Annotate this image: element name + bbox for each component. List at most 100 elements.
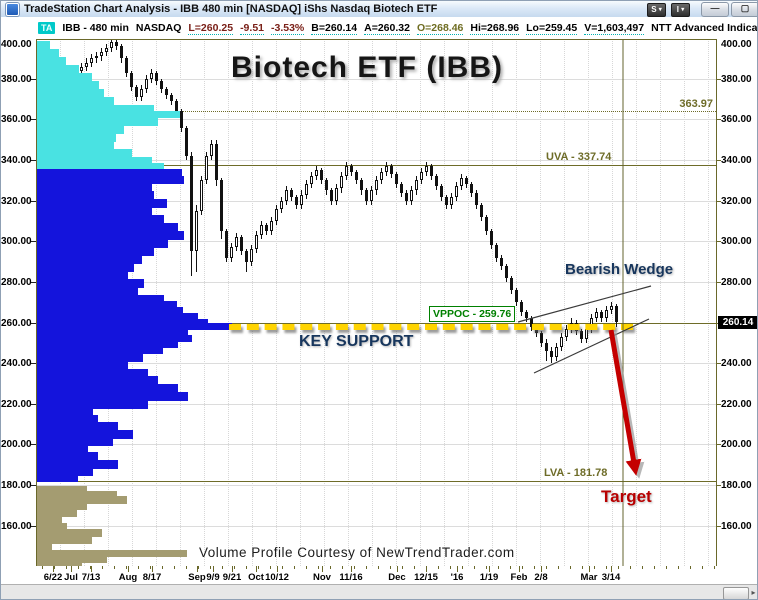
candle <box>310 176 313 185</box>
candle <box>460 178 463 187</box>
grid-line-horizontal <box>37 444 716 445</box>
volume-profile-row <box>37 516 62 524</box>
x-axis-minor-tick <box>714 566 715 569</box>
x-axis-minor-tick <box>138 566 139 569</box>
annotation-bearish-wedge: Bearish Wedge <box>565 261 674 278</box>
toolbar-field: L=260.25 <box>188 21 234 35</box>
x-axis-major-tick <box>53 566 54 572</box>
y-axis-tick <box>31 363 36 364</box>
y-axis-label-left: 360.00 <box>1 114 32 125</box>
x-axis-minor-tick <box>306 566 307 569</box>
x-axis-major-tick <box>611 566 612 572</box>
y-axis-tick <box>716 160 721 161</box>
candle <box>490 231 493 246</box>
x-axis-minor-tick <box>510 566 511 569</box>
grid-line-vertical <box>348 39 349 566</box>
x-axis-minor-tick <box>354 566 355 569</box>
y-axis-label-left: 380.00 <box>1 74 32 85</box>
candle <box>125 58 128 73</box>
x-axis-minor-tick <box>702 566 703 569</box>
x-axis-label: 10/12 <box>265 572 289 583</box>
indicator-button[interactable]: I ▾ <box>671 3 690 17</box>
volume-profile-row <box>37 263 134 272</box>
candle <box>525 312 528 319</box>
y-axis-tick <box>31 282 36 283</box>
candle <box>250 249 253 262</box>
horizontal-scrollbar[interactable]: ▸ <box>1 584 757 599</box>
y-axis-tick <box>716 404 721 405</box>
candle <box>180 111 183 128</box>
x-axis-minor-tick <box>150 566 151 569</box>
x-axis-minor-tick <box>210 566 211 569</box>
x-axis-major-tick <box>91 566 92 572</box>
volume-profile-row <box>37 329 188 336</box>
x-axis-major-tick <box>589 566 590 572</box>
grid-line-vertical <box>372 39 373 566</box>
x-axis-label: 3/14 <box>601 572 621 583</box>
x-axis-minor-tick <box>378 566 379 569</box>
volume-profile-row <box>37 231 184 240</box>
x-axis-minor-tick <box>654 566 655 569</box>
x-axis-label: '16 <box>450 572 464 583</box>
volume-profile-row <box>37 133 116 142</box>
candle <box>300 194 303 205</box>
y-axis-tick <box>31 119 36 120</box>
x-axis-minor-tick <box>618 566 619 569</box>
candle <box>315 170 318 177</box>
y-axis-label-right: 380.00 <box>721 74 752 85</box>
grid-line-horizontal <box>37 485 716 486</box>
candle <box>465 178 468 185</box>
x-axis-minor-tick <box>594 566 595 569</box>
y-axis-label-right: 340.00 <box>721 155 752 166</box>
y-axis-tick <box>31 201 36 202</box>
x-axis-minor-tick <box>582 566 583 569</box>
minimize-button[interactable]: — <box>701 2 729 17</box>
candle <box>275 208 278 221</box>
candle <box>120 46 123 59</box>
x-axis-minor-tick <box>258 566 259 569</box>
y-axis-label-right: 400.00 <box>721 39 752 50</box>
x-axis-major-tick <box>213 566 214 572</box>
y-axis-label-left: 220.00 <box>1 399 32 410</box>
scrollbar-thumb[interactable] <box>723 587 749 599</box>
y-axis-tick <box>716 363 721 364</box>
candle <box>485 216 488 232</box>
style-button[interactable]: S ▾ <box>647 3 666 17</box>
chart-plot-area[interactable]: 363.97 UVA - 337.74 VPPOC - 259.76 LVA - 18… <box>1 39 757 566</box>
candle <box>560 336 563 347</box>
title-bar[interactable]: TradeStation Chart Analysis - IBB 480 mi… <box>1 1 757 18</box>
x-axis-label: Sep <box>188 572 206 583</box>
maximize-button[interactable]: ▢ <box>731 2 757 17</box>
y-axis-label-right: 160.00 <box>721 521 752 532</box>
annotation-key-support: KEY SUPPORT <box>299 333 414 350</box>
candle <box>205 155 208 181</box>
level-line <box>37 481 716 482</box>
candle <box>290 190 293 197</box>
y-axis-label-left: 200.00 <box>1 439 32 450</box>
candle <box>325 180 328 191</box>
x-axis-major-tick <box>277 566 278 572</box>
candle <box>90 58 93 63</box>
volume-profile-row <box>37 475 78 483</box>
x-axis-label: Oct <box>248 572 264 583</box>
volume-profile-row <box>37 215 164 224</box>
y-axis-label-right: 180.00 <box>721 480 752 491</box>
candle <box>595 312 598 319</box>
volume-profile-row <box>37 491 117 497</box>
y-axis-label-left: 160.00 <box>1 521 32 532</box>
level-label: LVA - 181.78 <box>544 467 608 479</box>
x-axis-major-tick <box>519 566 520 572</box>
y-axis-tick <box>31 485 36 486</box>
volume-profile-row <box>37 347 163 354</box>
x-axis-major-tick <box>71 566 72 572</box>
x-axis-minor-tick <box>522 566 523 569</box>
grid-line-vertical <box>612 39 613 566</box>
scroll-right-arrow-icon[interactable]: ▸ <box>751 588 756 597</box>
y-axis-label-left: 260.00 <box>1 318 32 329</box>
volume-profile-row <box>37 408 93 416</box>
volume-profile-row <box>37 384 178 393</box>
grid-line-vertical <box>468 39 469 566</box>
x-axis-major-tick <box>351 566 352 572</box>
candle <box>395 174 398 185</box>
candle <box>100 52 103 57</box>
